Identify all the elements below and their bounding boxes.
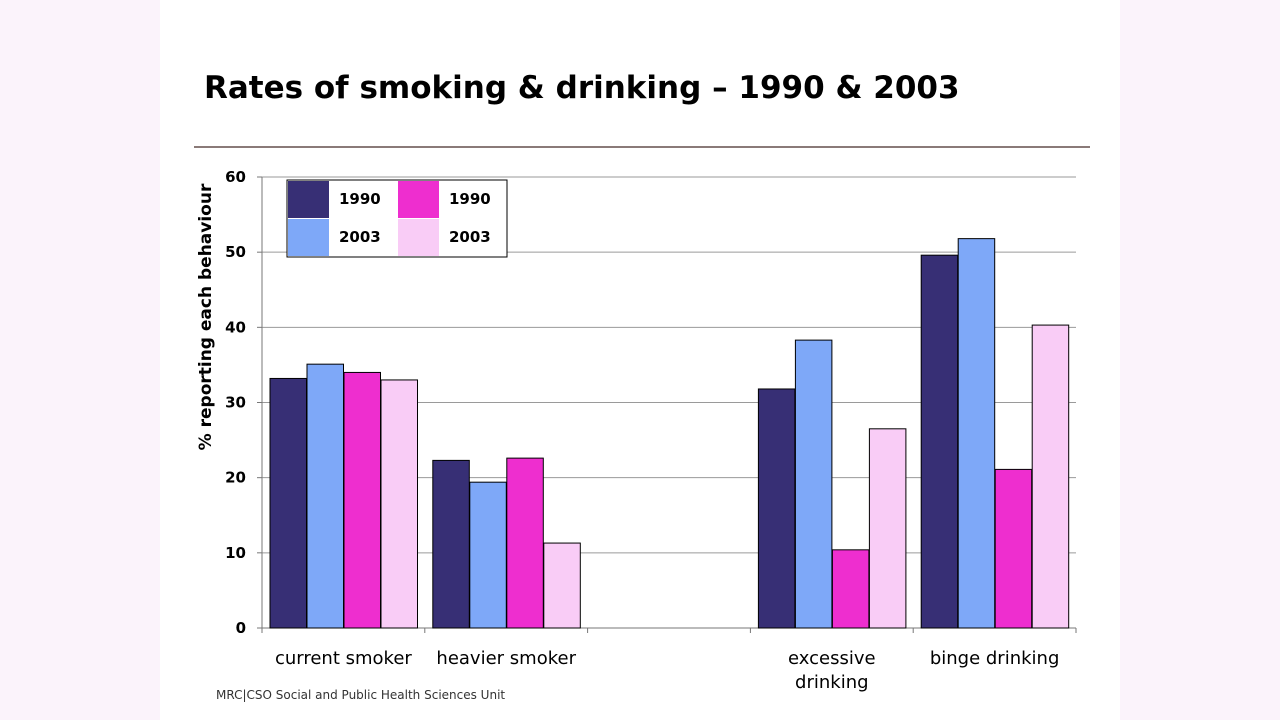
legend-label-blue-2003: 2003: [339, 228, 381, 246]
bars: [269, 238, 1070, 629]
y-axis-label: % reporting each behaviour: [196, 183, 216, 450]
x-category-label: binge drinking: [930, 648, 1060, 669]
y-tick-label: 10: [225, 544, 246, 562]
x-category-label: current smoker: [275, 648, 412, 669]
bar-binge-drinking-blue-1990: [920, 254, 959, 629]
legend: 1990 2003 1990 2003: [286, 179, 508, 258]
bar-excessive-drinking-blue-1990: [757, 388, 796, 629]
y-tick-label: 40: [225, 318, 246, 336]
bar-binge-drinking-pink-2003: [1031, 324, 1070, 629]
bar-excessive-drinking-pink-1990: [831, 549, 870, 629]
y-tick-label: 0: [236, 619, 246, 637]
legend-label-pink-1990: 1990: [449, 190, 491, 208]
bar-binge-drinking-blue-2003: [957, 238, 996, 629]
legend-label-blue-1990: 1990: [339, 190, 381, 208]
legend-swatch-blue-1990: [288, 181, 329, 218]
x-category-label: drinking: [795, 672, 869, 693]
y-tick-label: 30: [225, 394, 246, 412]
footer-credit: MRC|CSO Social and Public Health Science…: [216, 688, 506, 702]
legend-swatch-pink-2003: [398, 219, 439, 256]
x-category-label: excessive: [788, 648, 876, 669]
axis-labels: 0 10 20 30 40 50 60 current smoker heavier smoke…: [225, 168, 1059, 693]
bar-excessive-drinking-pink-2003: [868, 428, 907, 629]
x-category-label: heavier smoker: [436, 648, 576, 669]
bar-heavier-smoker-blue-1990: [432, 459, 470, 629]
bar-heavier-smoker-pink-2003: [543, 542, 581, 629]
bar-heavier-smoker-pink-1990: [506, 457, 544, 629]
legend-swatch-pink-1990: [398, 181, 439, 218]
legend-swatch-blue-2003: [288, 219, 329, 256]
y-tick-label: 20: [225, 469, 246, 487]
bar-excessive-drinking-blue-2003: [794, 339, 833, 629]
bar-current-smoker-blue-2003: [306, 363, 344, 629]
bar-binge-drinking-pink-1990: [994, 468, 1033, 629]
slide-title: Rates of smoking & drinking – 1990 & 200…: [204, 70, 960, 106]
bar-heavier-smoker-blue-2003: [469, 481, 507, 629]
y-tick-label: 60: [225, 168, 246, 186]
title-divider: [194, 146, 1090, 148]
bar-current-smoker-pink-2003: [380, 379, 418, 629]
bar-current-smoker-pink-1990: [343, 371, 381, 629]
legend-label-pink-2003: 2003: [449, 228, 491, 246]
bar-current-smoker-blue-1990: [269, 377, 307, 629]
y-tick-label: 50: [225, 243, 246, 261]
